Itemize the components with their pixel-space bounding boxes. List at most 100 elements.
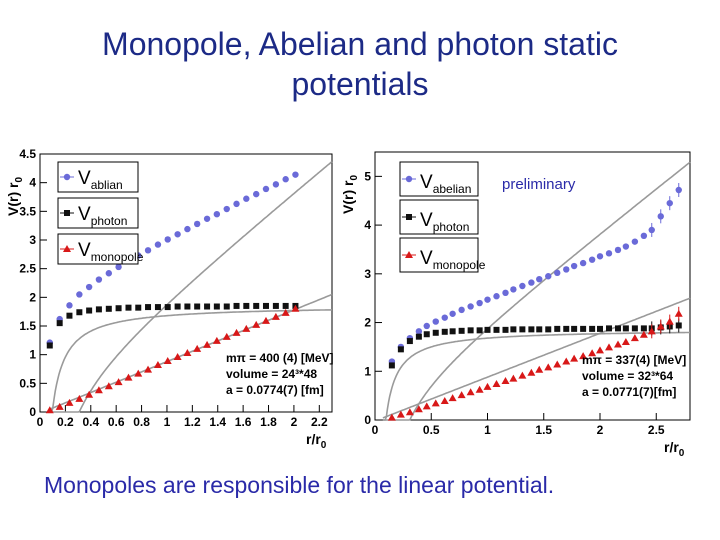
left-point-monopole	[163, 356, 172, 364]
left-point-monopole	[222, 332, 231, 340]
left-point-ablian	[282, 176, 289, 183]
left-point-photon	[66, 312, 73, 319]
right-fit-curve	[382, 297, 691, 419]
left-point-monopole	[94, 386, 103, 394]
left-point-monopole	[55, 402, 64, 410]
right-ytick-label: 3	[364, 267, 371, 281]
right-point-abelian	[458, 306, 465, 314]
right-point-monopole	[457, 391, 466, 399]
left-point-ablian	[144, 247, 152, 254]
left-point-monopole	[242, 324, 251, 332]
right-point-abelian	[432, 318, 439, 325]
left-annotation: a = 0.0774(7) [fm]	[226, 383, 324, 397]
left-xtick-label: 1	[164, 415, 171, 429]
left-ytick-label: 0	[29, 405, 36, 419]
left-legend-marker	[64, 210, 70, 216]
right-point-abelian	[467, 303, 474, 310]
right-legend-marker	[405, 175, 413, 183]
left-point-photon	[272, 302, 279, 309]
left-point-monopole	[252, 320, 261, 328]
right-point-abelian	[579, 259, 587, 267]
left-point-monopole	[134, 369, 143, 377]
right-point-photon	[640, 325, 647, 332]
left-ytick-label: 3	[29, 233, 36, 247]
right-point-monopole	[553, 360, 562, 368]
left-point-photon	[125, 304, 132, 311]
left-point-photon	[213, 303, 220, 310]
left-point-ablian	[154, 241, 162, 248]
right-point-monopole	[535, 365, 544, 373]
right-point-monopole	[630, 334, 639, 342]
right-ytick-label: 4	[364, 218, 371, 232]
left-point-ablian	[193, 220, 201, 228]
left-point-ablian	[76, 291, 83, 298]
right-point-photon	[571, 325, 578, 332]
right-point-photon	[502, 326, 509, 333]
left-point-photon	[76, 309, 83, 316]
right-xtick-label: 1	[484, 423, 491, 437]
left-ytick-label: 4	[29, 176, 36, 190]
left-point-monopole	[153, 360, 162, 368]
left-point-monopole	[261, 316, 270, 324]
left-point-monopole	[173, 352, 182, 360]
right-point-abelian	[441, 314, 448, 321]
right-point-abelian	[614, 246, 622, 254]
right-legend-label: Vmonopole	[420, 248, 486, 272]
right-point-photon	[597, 325, 603, 332]
right-point-abelian	[493, 293, 500, 300]
right-xtick-label: 1.5	[535, 423, 552, 437]
right-point-monopole	[544, 363, 553, 371]
right-point-photon	[484, 326, 491, 333]
left-annotation: mπ = 400 (4) [MeV]	[226, 351, 334, 365]
right-point-photon	[432, 329, 439, 336]
left-fit-curve	[48, 160, 333, 413]
right-point-abelian	[631, 238, 639, 245]
right-fit-curve	[382, 331, 690, 421]
right-ytick-label: 2	[364, 316, 371, 330]
left-point-photon	[184, 303, 191, 310]
right-point-monopole	[570, 354, 579, 362]
right-point-abelian	[536, 275, 543, 283]
left-point-photon	[282, 302, 289, 309]
left-point-ablian	[66, 302, 73, 309]
left-point-ablian	[203, 215, 211, 222]
left-point-monopole	[85, 390, 94, 398]
left-xtick-label: 2	[291, 415, 298, 429]
right-point-monopole	[414, 405, 423, 413]
right-point-abelian	[563, 266, 570, 273]
right-point-abelian	[484, 296, 491, 303]
right-point-photon	[545, 326, 552, 333]
left-ytick-label: 3.5	[19, 204, 36, 218]
right-xtick-label: 0.5	[423, 423, 440, 437]
right-annotation: mπ = 337(4) [MeV]	[582, 353, 686, 367]
right-series-monopole	[387, 306, 683, 421]
left-legend-label: Vphoton	[78, 204, 127, 228]
right-point-photon	[589, 325, 596, 332]
right-point-photon	[423, 331, 430, 338]
left-point-monopole	[114, 378, 123, 386]
right-point-abelian	[596, 253, 604, 260]
left-point-photon	[253, 302, 260, 309]
chart-right: 0 0.5 1 1.5 2 2.5 0 1 2 3 4 5 r/r0 V(r) r0 Vabelian Vph…	[340, 151, 691, 459]
left-ytick-label: 1	[29, 348, 36, 362]
right-xtick-label: 2	[597, 423, 604, 437]
left-point-monopole	[212, 336, 221, 344]
right-xtick-label: 0	[372, 423, 379, 437]
left-point-photon	[135, 304, 142, 311]
right-point-monopole	[448, 394, 457, 402]
left-point-photon	[223, 303, 230, 310]
left-point-monopole	[193, 344, 202, 352]
left-point-monopole	[124, 373, 133, 381]
left-point-ablian	[253, 190, 260, 198]
right-point-abelian	[545, 273, 552, 280]
left-frame	[39, 153, 333, 413]
left-point-ablian	[105, 270, 113, 277]
left-xtick-label: 2.2	[311, 415, 328, 429]
right-point-monopole	[614, 340, 622, 348]
right-point-abelian	[519, 282, 526, 290]
right-xtick-label: 2.5	[648, 423, 665, 437]
right-point-photon	[554, 325, 561, 332]
right-point-monopole	[440, 396, 449, 404]
left-series-monopole	[45, 304, 300, 414]
right-point-abelian	[449, 310, 456, 317]
